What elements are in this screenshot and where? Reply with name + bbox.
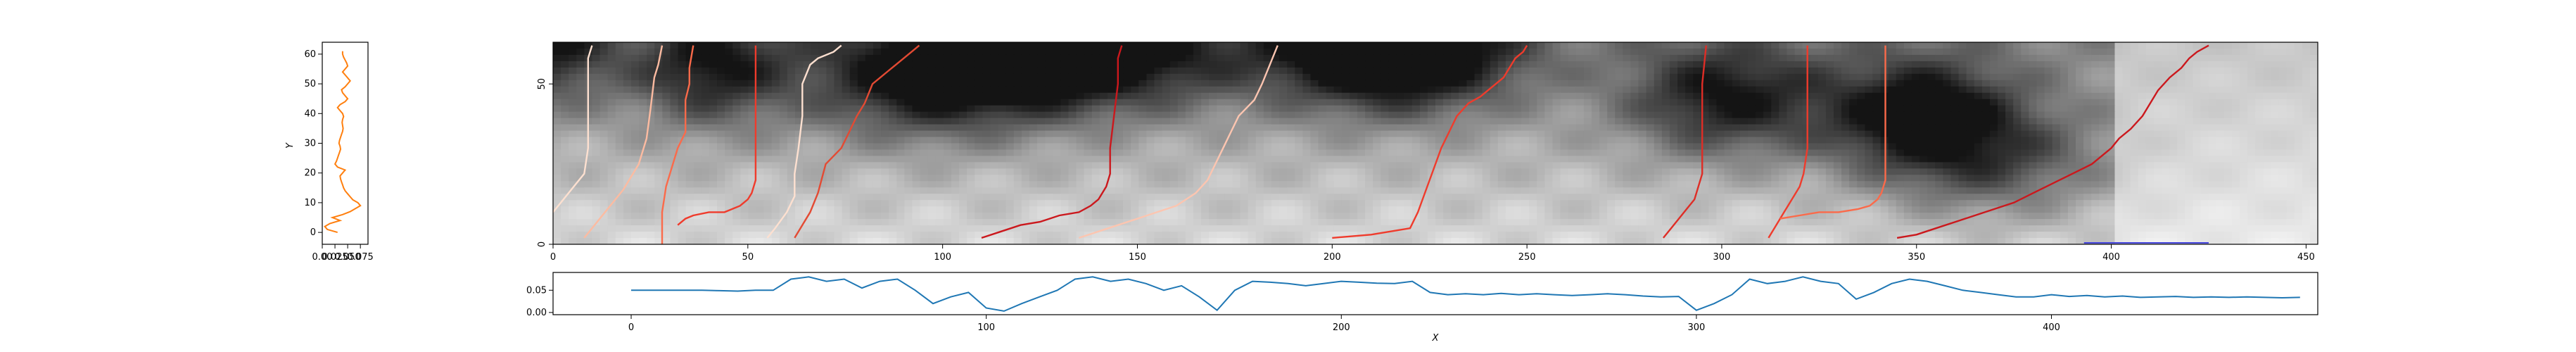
heatmap-x-tick-label: 100 [934, 252, 951, 263]
heatmap-y-ticks: 0 50 [537, 78, 553, 247]
warping-path [1079, 45, 1279, 239]
left-profile-y-tick-label: 40 [304, 108, 316, 119]
heatmap-y-tick-label: 0 [537, 241, 547, 247]
bottom-signal-panel: 0 100 200 300 400 0.00 0.05 X [526, 272, 2318, 344]
bottom-signal-x-tick-label: 200 [1333, 322, 1350, 333]
heatmap-x-tick-label: 150 [1129, 252, 1146, 263]
warping-path [794, 44, 920, 239]
warping-path [1332, 44, 1528, 239]
warping-path [1662, 45, 1707, 239]
warping-path [766, 44, 842, 239]
heatmap-x-tick-label: 450 [2297, 252, 2315, 263]
heatmap-x-tick-label: 0 [550, 252, 556, 263]
heatmap-x-tick-label: 350 [1908, 252, 1925, 263]
heatmap-frame [552, 42, 2318, 245]
bottom-signal-x-tick-label: 100 [977, 322, 995, 333]
heatmap-panel: 0 50 100 150 200 250 300 350 400 450 0 50 [537, 42, 2318, 263]
bottom-signal-x-tick-label: 0 [628, 322, 634, 333]
heatmap-y-tick-label: 50 [537, 78, 547, 90]
bottom-signal-series [631, 276, 2300, 312]
left-profile-y-ticks: 0 10 20 30 40 50 60 [304, 49, 322, 238]
left-profile-y-tick-label: 0 [310, 227, 316, 238]
left-profile-y-tick-label: 20 [304, 168, 316, 179]
left-profile-x-tick-label: 0.025 [322, 252, 348, 263]
bottom-signal-x-ticks: 0 100 200 300 400 [628, 315, 2060, 333]
heatmap-x-tick-label: 200 [1324, 252, 1341, 263]
warping-path [661, 45, 694, 244]
bottom-signal-y-ticks: 0.00 0.05 [526, 285, 553, 318]
heatmap-x-tick-label: 250 [1518, 252, 1536, 263]
bottom-signal-line [631, 276, 2300, 312]
left-profile-ylabel: Y [285, 142, 296, 149]
left-profile-x-tick-label: 0.00 [312, 252, 333, 263]
bottom-signal-y-tick-label: 0.05 [526, 285, 547, 296]
left-profile-y-tick-label: 30 [304, 139, 316, 149]
left-profile-y-tick-label: 50 [304, 79, 316, 89]
heatmap-x-tick-label: 50 [742, 252, 754, 263]
left-profile-series [324, 51, 362, 234]
heatmap-cells [553, 42, 2318, 244]
bottom-signal-y-tick-label: 0.00 [526, 308, 547, 318]
warping-paths [553, 44, 2209, 244]
warping-path [677, 45, 757, 226]
bottom-signal-x-tick-label: 300 [1687, 322, 1705, 333]
warping-path [981, 45, 1123, 239]
warping-path [553, 45, 593, 213]
warping-path [1896, 44, 2209, 239]
warping-path [1779, 45, 1886, 220]
bottom-signal-frame [552, 272, 2318, 315]
left-profile-y-tick-label: 60 [304, 49, 316, 60]
warping-path [583, 45, 664, 239]
left-profile-x-tick-label: 0.075 [348, 252, 374, 263]
heatmap-x-ticks: 0 50 100 150 200 250 300 350 400 450 [550, 244, 2315, 263]
left-profile-y-tick-label: 10 [304, 198, 316, 208]
heatmap-x-tick-label: 300 [1713, 252, 1731, 263]
heatmap-x-tick-label: 400 [2102, 252, 2120, 263]
left-profile-x-tick-label: 0.050 [335, 252, 361, 263]
bottom-signal-xlabel: X [1432, 333, 1440, 344]
warping-path [1768, 45, 1808, 239]
bottom-signal-x-tick-label: 400 [2043, 322, 2060, 333]
left-profile-line [324, 51, 362, 234]
